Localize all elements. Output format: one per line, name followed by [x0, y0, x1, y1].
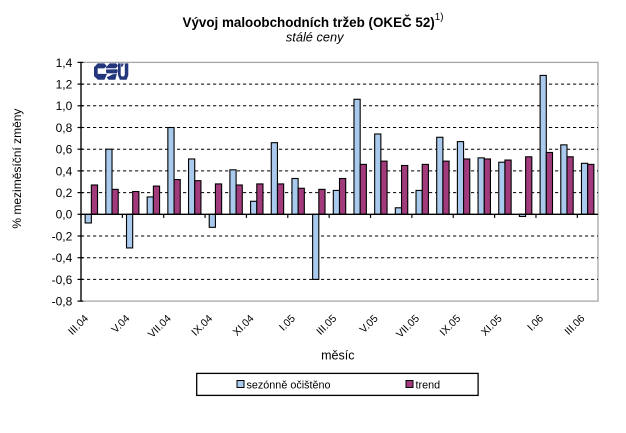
svg-text:1,0: 1,0 — [56, 99, 73, 113]
svg-text:1,2: 1,2 — [56, 78, 73, 92]
svg-text:1,4: 1,4 — [56, 56, 73, 70]
svg-text:% meziměsíční změny: % meziměsíční změny — [10, 109, 24, 229]
svg-text:-0,8: -0,8 — [52, 295, 73, 309]
svg-text:0,8: 0,8 — [56, 121, 73, 135]
svg-text:-0,6: -0,6 — [52, 273, 73, 287]
svg-text:stálé ceny: stálé ceny — [286, 30, 345, 45]
svg-text:-0,4: -0,4 — [52, 251, 73, 265]
svg-text:0,0: 0,0 — [56, 208, 73, 222]
svg-text:sezónně očištěno: sezónně očištěno — [247, 379, 331, 391]
svg-text:trend: trend — [416, 379, 441, 391]
svg-text:měsíc: měsíc — [321, 349, 354, 363]
svg-text:0,4: 0,4 — [56, 164, 73, 178]
svg-text:0,6: 0,6 — [56, 143, 73, 157]
svg-text:0,2: 0,2 — [56, 186, 73, 200]
svg-text:-0,2: -0,2 — [52, 229, 73, 243]
svg-text:Vývoj maloobchodních tržeb (OK: Vývoj maloobchodních tržeb (OKEČ 52)1) — [183, 12, 444, 30]
